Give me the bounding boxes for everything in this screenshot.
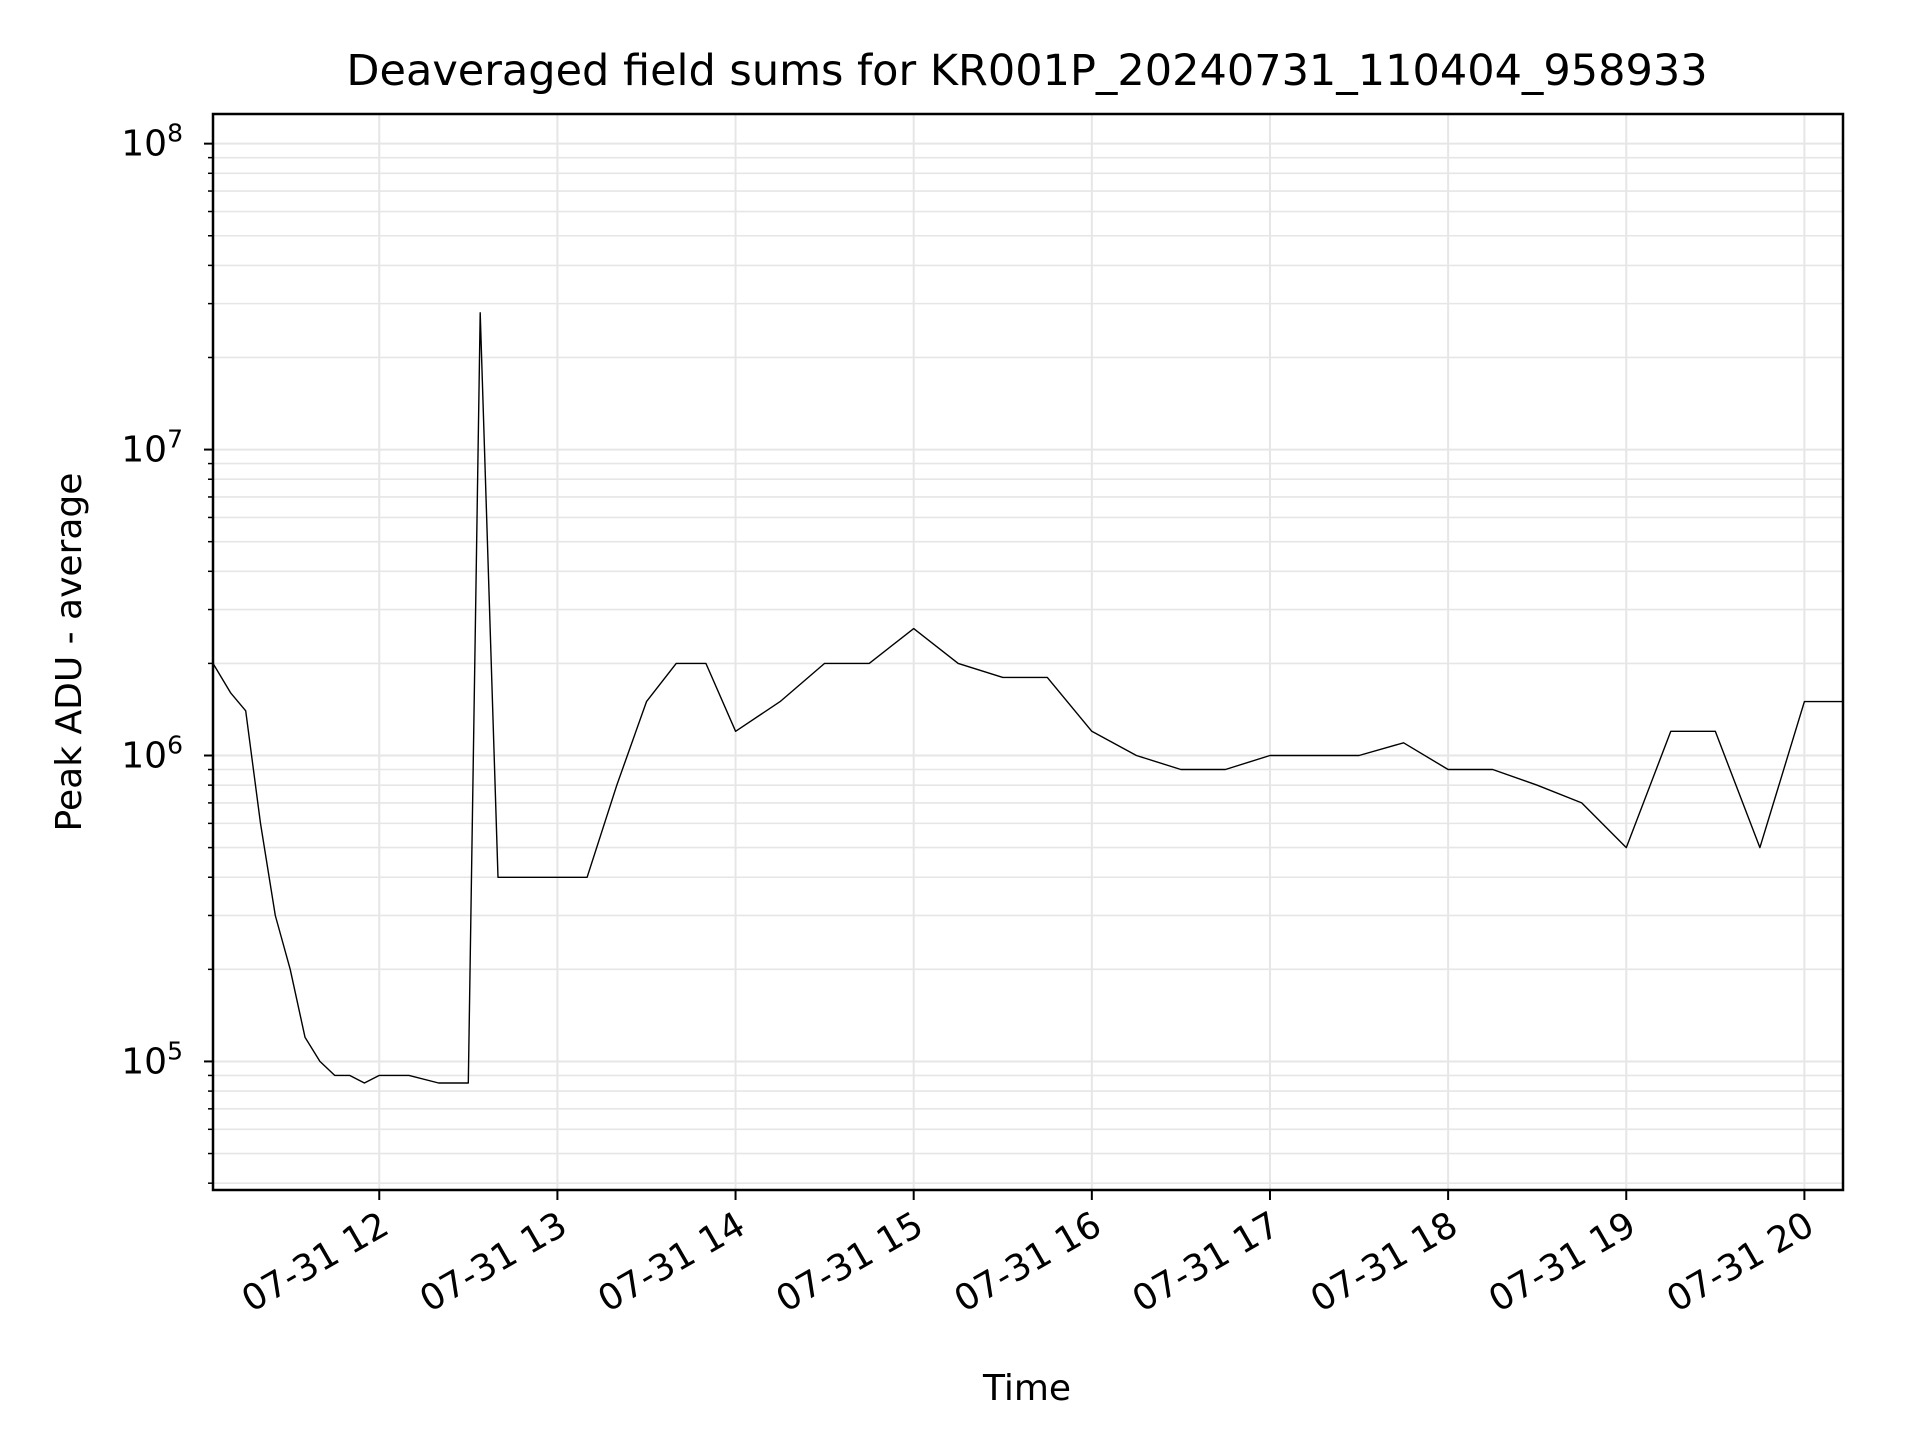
y-tick-label: 105 (121, 1036, 183, 1082)
y-tick-label: 107 (121, 425, 183, 471)
y-axis-label: Peak ADU - average (49, 473, 90, 832)
chart-title: Deaveraged field sums for KR001P_2024073… (346, 46, 1707, 96)
grid-layer (213, 114, 1843, 1190)
y-tick-label: 108 (121, 119, 183, 165)
plot-frame (211, 112, 1845, 1192)
series-layer (212, 312, 1843, 1084)
series-line (212, 312, 1843, 1084)
x-axis-label: Time (982, 1368, 1071, 1409)
y-tick-label: 106 (121, 731, 183, 777)
